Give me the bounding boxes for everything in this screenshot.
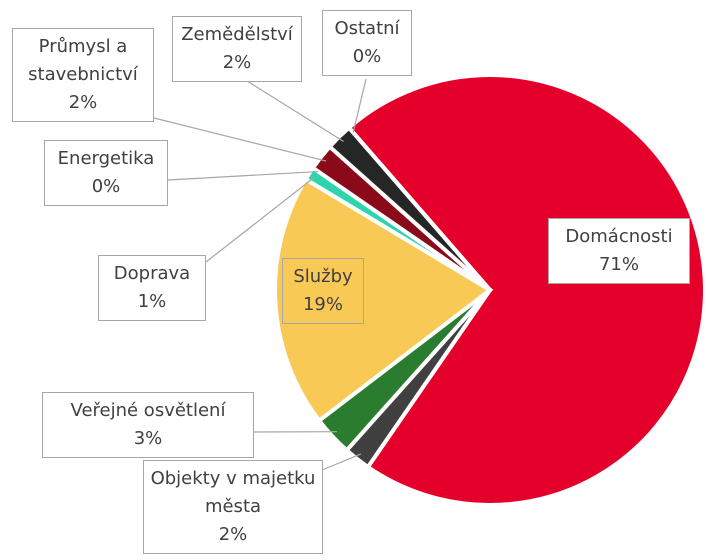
data-label: Domácnosti 71% xyxy=(548,218,690,284)
leader-line xyxy=(321,453,362,471)
category-label: Průmysl a stavebnictví xyxy=(28,36,138,85)
leader-line xyxy=(243,78,344,143)
leader-line xyxy=(205,176,316,263)
value-label: 2% xyxy=(68,92,98,113)
data-label: Veřejné osvětlení 3% xyxy=(42,392,254,458)
value-label: 0% xyxy=(91,176,121,197)
pie-slice xyxy=(326,124,492,292)
category-label: Ostatní xyxy=(334,18,400,39)
value-label: 19% xyxy=(302,294,343,315)
category-label: Doprava xyxy=(113,263,191,284)
value-label: 1% xyxy=(137,291,167,312)
category-label: Energetika xyxy=(57,148,155,169)
data-label: Zemědělství 2% xyxy=(172,16,302,82)
data-label: Ostatní 0% xyxy=(322,10,412,76)
value-label: 0% xyxy=(352,46,382,67)
category-label: Objekty v majetku města xyxy=(150,468,316,517)
leader-line xyxy=(167,170,319,181)
category-label: Služby xyxy=(293,266,353,287)
pie-slice xyxy=(346,73,706,507)
pie-slice xyxy=(273,176,494,424)
value-label: 71% xyxy=(598,254,639,275)
value-label: 3% xyxy=(133,428,163,449)
leader-line xyxy=(352,78,367,133)
category-label: Veřejné osvětlení xyxy=(70,400,226,421)
leader-line xyxy=(153,117,327,162)
value-label: 2% xyxy=(218,524,248,545)
data-label: Objekty v majetku města 2% xyxy=(143,460,323,554)
data-label: Služby 19% xyxy=(282,258,364,324)
value-label: 2% xyxy=(222,52,252,73)
category-label: Domácnosti xyxy=(565,226,673,247)
category-label: Zemědělství xyxy=(181,24,293,45)
data-label: Průmysl a stavebnictví 2% xyxy=(12,28,154,122)
data-label: Energetika 0% xyxy=(44,140,168,206)
data-label: Doprava 1% xyxy=(98,255,206,321)
